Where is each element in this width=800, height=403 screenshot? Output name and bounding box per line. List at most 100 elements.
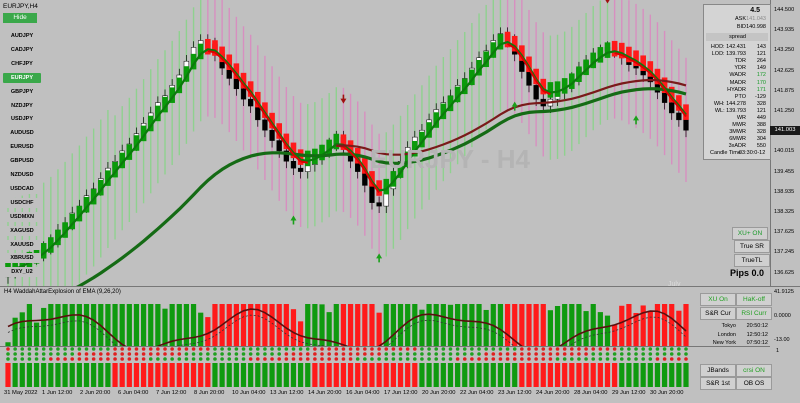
signal-dot: [141, 357, 146, 361]
symbol-button-xagusd[interactable]: XAGUSD: [3, 225, 41, 236]
rsi-curr-button[interactable]: RSI Curr: [736, 307, 772, 320]
jbands-button[interactable]: JBands: [700, 364, 736, 377]
signal-dot: [684, 352, 688, 356]
signal-dot: [370, 357, 374, 361]
spread-top-value: 4.5: [750, 7, 760, 14]
ha-block: [333, 133, 340, 150]
signal-bar: [319, 363, 325, 387]
signal-dot: [220, 357, 224, 361]
crsi-on-button[interactable]: crsi ON: [736, 364, 772, 377]
signal-dot: [619, 352, 624, 356]
symbol-button-nzdusd[interactable]: NZDUSD: [3, 170, 41, 180]
ha-block: [226, 54, 233, 71]
signal-bar: [483, 363, 489, 387]
candle-body: [290, 161, 297, 169]
signal-bar: [647, 363, 653, 387]
symbol-button-eurusd[interactable]: EURUSD: [3, 142, 41, 153]
symbol-button-cadjpy[interactable]: CADJPY: [3, 44, 41, 55]
time-axis-label: 1 Jun 12:00: [42, 390, 73, 396]
signal-dot: [106, 352, 110, 356]
osc-bar: [504, 304, 511, 349]
osc-bar: [198, 312, 204, 349]
ha-block: [90, 188, 97, 205]
symbol-button-gbpjpy[interactable]: GBPJPY: [3, 86, 41, 97]
signal-bar: [333, 363, 339, 387]
signal-dot: [98, 352, 103, 356]
signal-dot: [391, 352, 396, 356]
osc-bar: [219, 304, 225, 349]
ob-os-button[interactable]: OB OS: [736, 377, 772, 390]
signal-dot: [634, 352, 638, 356]
symbol-button-audusd[interactable]: AUDUSD: [3, 128, 41, 139]
xu-on-osc-button[interactable]: XU On: [700, 293, 736, 306]
symbol-button-dxy_u2[interactable]: DXY_U2: [3, 267, 41, 278]
signal-dot: [120, 352, 124, 356]
signal-dot: [634, 357, 638, 361]
ha-block: [212, 40, 218, 56]
ema-down-segment: [214, 51, 223, 60]
main-price-chart[interactable]: EURJPY - H4 July: [0, 0, 800, 287]
xu-on-button[interactable]: XU+ ON: [732, 227, 768, 240]
candle-body: [526, 71, 532, 86]
haik-off-button[interactable]: HaK-off: [736, 293, 772, 306]
symbol-button-audjpy[interactable]: AUDJPY: [3, 31, 41, 41]
signal-dot: [491, 347, 496, 351]
symbol-button-nzdjpy[interactable]: NZDJPY: [3, 100, 41, 111]
signal-bar: [112, 363, 118, 387]
signal-dot: [541, 357, 546, 361]
ha-block: [190, 53, 197, 70]
signal-dot: [641, 357, 645, 361]
signal-dot: [484, 352, 488, 356]
symbol-button-usdjpy[interactable]: USDJPY: [3, 114, 41, 125]
symbol-button-usdcad[interactable]: USDCAD: [3, 183, 41, 194]
sr-cur-button[interactable]: S&R Cur: [700, 307, 736, 320]
osc-bar: [269, 304, 275, 349]
symbol-button-gbpusd[interactable]: GBPUSD: [3, 156, 41, 167]
signal-dot: [327, 352, 331, 356]
signal-dot: [163, 347, 167, 351]
true-sr-button[interactable]: True SR: [734, 240, 770, 253]
signal-bar: [91, 363, 97, 387]
signal-dot: [91, 352, 96, 356]
signal-dot: [220, 352, 224, 356]
sr-1st-button[interactable]: S&R 1st: [700, 377, 736, 390]
info-row-value: 550: [756, 143, 766, 150]
signal-bar: [240, 363, 247, 387]
symbol-button-xbrusd[interactable]: XBRUSD: [3, 253, 41, 264]
osc-bar: [255, 304, 261, 349]
signal-bar: [248, 363, 254, 387]
hide-button[interactable]: Hide: [3, 13, 37, 23]
signal-bar: [612, 363, 618, 387]
symbol-button-chfjpy[interactable]: CHFJPY: [3, 58, 41, 69]
chart-title: EURJPY,H4: [3, 3, 38, 10]
signal-dot: [498, 357, 503, 361]
signal-dot: [170, 357, 174, 361]
dots-scale: 1: [776, 348, 780, 354]
symbol-button-usdchf[interactable]: USDCHF: [3, 197, 41, 208]
ha-block: [176, 77, 183, 94]
osc-bar: [340, 304, 347, 349]
ema-slow-line: [74, 87, 687, 287]
signal-dot: [70, 352, 75, 356]
info-row-value: 121: [756, 107, 766, 114]
signal-dot: [462, 352, 467, 356]
osc-bar: [133, 304, 140, 349]
info-row: WADR 172: [706, 71, 768, 79]
true-tl-button[interactable]: TrueTL: [734, 254, 770, 267]
osc-bar: [362, 304, 368, 349]
price-axis-label: 141.875: [774, 87, 795, 94]
ha-block: [219, 46, 225, 63]
ema-down-segment: [207, 50, 216, 54]
ha-block: [440, 103, 447, 120]
waddah-attar-panel[interactable]: [0, 287, 800, 355]
osc-bar: [355, 304, 361, 349]
signal-dot: [56, 357, 60, 361]
signal-dot: [512, 347, 517, 351]
symbol-button-eurjpy[interactable]: EURJPY: [3, 72, 41, 83]
symbol-button-xauusd[interactable]: XAUUSD: [3, 239, 41, 250]
signal-dot: [348, 347, 353, 351]
symbol-button-usdmxn[interactable]: USDMXN: [3, 211, 41, 222]
signal-dot: [313, 347, 317, 351]
signal-dot: [6, 347, 10, 351]
time-axis-label: 14 Jun 20:00: [308, 390, 342, 396]
